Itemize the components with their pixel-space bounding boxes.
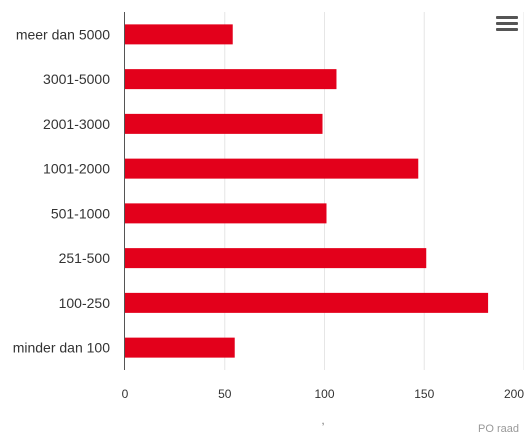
bar[interactable] bbox=[125, 203, 327, 224]
category-label: 1001-2000 bbox=[43, 161, 110, 177]
category-label: meer dan 5000 bbox=[16, 26, 110, 42]
category-label: 100-250 bbox=[59, 295, 111, 311]
bar[interactable] bbox=[125, 113, 323, 134]
hamburger-menu-icon[interactable] bbox=[496, 16, 518, 36]
category-label: 3001-5000 bbox=[43, 71, 110, 87]
x-tick-labels: 0 50 100 150 200 bbox=[122, 387, 524, 401]
x-axis-title: , bbox=[321, 415, 324, 427]
bar[interactable] bbox=[125, 24, 233, 45]
x-tick-label: 0 bbox=[122, 387, 129, 401]
category-label: 251-500 bbox=[59, 250, 111, 266]
bar[interactable] bbox=[125, 158, 419, 179]
x-tick-label: 50 bbox=[218, 387, 232, 401]
category-label: minder dan 100 bbox=[13, 340, 111, 356]
x-tick-label: 150 bbox=[414, 387, 434, 401]
bar[interactable] bbox=[125, 248, 427, 269]
bar[interactable] bbox=[125, 69, 337, 90]
category-label: 2001-3000 bbox=[43, 116, 110, 132]
category-label: 501-1000 bbox=[51, 205, 110, 221]
chart-credit: PO raad bbox=[478, 423, 519, 435]
category-labels: meer dan 5000 3001-5000 2001-3000 1001-2000… bbox=[13, 26, 111, 355]
x-tick-label: 100 bbox=[314, 387, 334, 401]
bar[interactable] bbox=[125, 337, 235, 358]
bars bbox=[125, 24, 489, 358]
bar[interactable] bbox=[125, 292, 489, 313]
gridlines bbox=[224, 12, 524, 370]
x-tick-label: 200 bbox=[504, 387, 524, 401]
